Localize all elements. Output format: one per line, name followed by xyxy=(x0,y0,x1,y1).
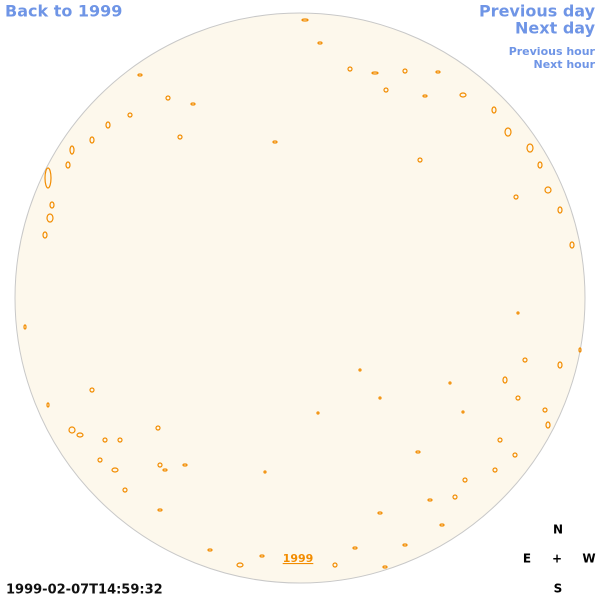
feature-contour xyxy=(512,452,518,458)
feature-contour xyxy=(69,145,75,155)
previous-day-link[interactable]: Previous day xyxy=(479,2,596,21)
feature-contour xyxy=(97,457,103,463)
feature-contour xyxy=(378,396,382,400)
feature-contour xyxy=(427,498,433,502)
compass-center: + xyxy=(552,552,562,566)
feature-contour xyxy=(46,213,54,223)
feature-contour xyxy=(165,95,171,101)
feature-contour xyxy=(117,437,123,443)
compass-west: W xyxy=(582,552,595,566)
feature-contour xyxy=(122,487,128,493)
feature-contour xyxy=(452,494,458,500)
feature-contour xyxy=(448,381,452,385)
feature-contour xyxy=(316,411,320,415)
feature-contour xyxy=(422,94,428,98)
feature-contour xyxy=(44,167,52,189)
feature-contour xyxy=(545,421,551,429)
feature-contour xyxy=(102,437,108,443)
compass-south: S xyxy=(554,582,563,596)
feature-contour xyxy=(155,425,161,431)
solar-disk xyxy=(14,12,586,584)
feature-contour xyxy=(522,357,528,363)
feature-contour xyxy=(491,106,497,114)
feature-contour xyxy=(358,368,362,372)
feature-contour xyxy=(105,121,111,129)
feature-contour xyxy=(544,186,552,194)
feature-contour xyxy=(382,565,388,569)
feature-contour xyxy=(569,241,575,249)
feature-contour xyxy=(492,467,498,473)
feature-contour xyxy=(137,73,143,77)
back-link[interactable]: Back to 1999 xyxy=(5,2,122,21)
feature-contour xyxy=(76,432,84,438)
feature-contour xyxy=(439,523,445,527)
feature-contour xyxy=(542,407,548,413)
feature-contour xyxy=(301,18,309,22)
feature-contour xyxy=(162,468,168,472)
feature-contour xyxy=(513,194,519,200)
previous-hour-link[interactable]: Previous hour xyxy=(509,45,596,58)
feature-contour xyxy=(526,143,534,153)
feature-contour xyxy=(89,136,95,144)
feature-contour xyxy=(347,66,353,72)
feature-contour xyxy=(182,463,188,467)
next-hour-link[interactable]: Next hour xyxy=(534,58,596,71)
compass-east: E xyxy=(523,552,531,566)
feature-contour xyxy=(557,361,563,369)
feature-contour xyxy=(557,206,563,214)
feature-contour xyxy=(207,548,213,552)
feature-contour xyxy=(332,562,338,568)
feature-contour xyxy=(377,511,383,515)
feature-contour xyxy=(157,462,163,468)
feature-contour xyxy=(23,324,27,330)
feature-contour xyxy=(502,376,508,384)
feature-contour xyxy=(236,562,244,568)
feature-contour xyxy=(89,387,95,393)
feature-contour xyxy=(46,402,50,408)
feature-contour xyxy=(516,311,520,315)
timestamp: 1999-02-07T14:59:32 xyxy=(6,583,163,598)
feature-contour xyxy=(537,161,543,169)
feature-contour xyxy=(259,554,265,558)
feature-contour xyxy=(127,112,133,118)
feature-contour xyxy=(461,410,465,414)
feature-contour xyxy=(263,470,267,474)
feature-contour xyxy=(462,477,468,483)
feature-contour xyxy=(383,87,389,93)
next-day-link[interactable]: Next day xyxy=(515,19,596,38)
feature-contour xyxy=(272,140,278,144)
feature-contour xyxy=(417,157,423,163)
feature-contour xyxy=(435,70,441,74)
compass-north: N xyxy=(553,523,563,537)
feature-contour xyxy=(65,161,71,169)
feature-contour xyxy=(49,201,55,209)
feature-contour xyxy=(68,426,76,434)
feature-contour xyxy=(497,437,503,443)
feature-contour xyxy=(111,467,119,473)
feature-contour xyxy=(415,450,421,454)
year-link[interactable]: 1999 xyxy=(283,552,314,565)
feature-contour xyxy=(371,71,379,75)
feature-contour xyxy=(177,134,183,140)
feature-contour xyxy=(352,546,358,550)
feature-contour xyxy=(157,508,163,512)
feature-contour xyxy=(402,68,408,74)
feature-contour xyxy=(42,231,48,239)
feature-contour xyxy=(504,127,512,137)
feature-contour xyxy=(578,347,582,353)
solar-features xyxy=(23,18,582,569)
feature-contour xyxy=(402,543,408,547)
feature-contour xyxy=(317,41,323,45)
feature-contour xyxy=(459,92,467,98)
feature-contour xyxy=(190,102,196,106)
feature-contour xyxy=(515,395,521,401)
